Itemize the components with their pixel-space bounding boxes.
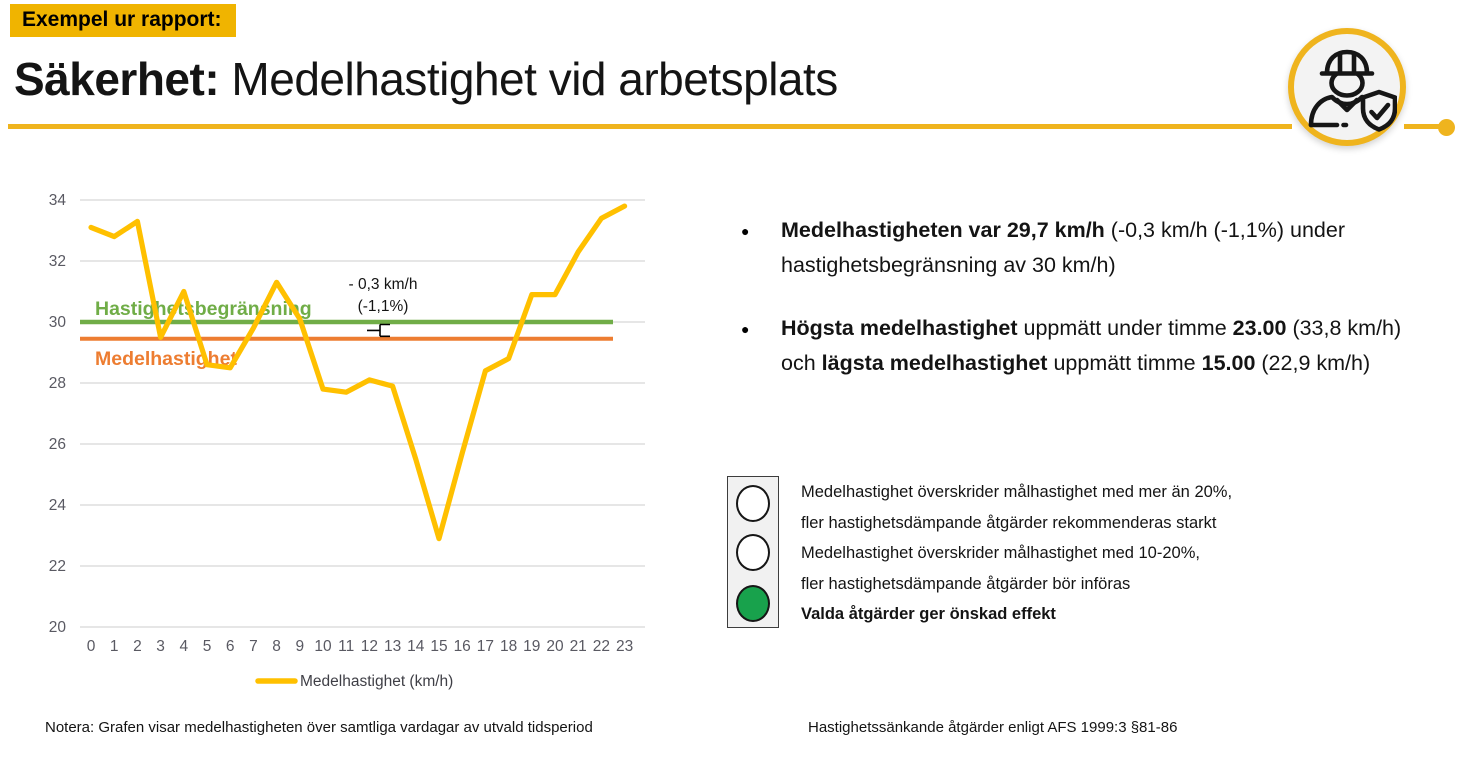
speed-chart: 20 22 24 26 28 30 32 34 0 1 2 3 4 5 6 7 8 9 10 11 12 13 14 15 16… [30, 185, 690, 710]
x-tick-label: 18 [500, 638, 517, 655]
bullet-item: ● Högsta medelhastighet uppmätt under tim… [741, 311, 1441, 381]
x-tick-label: 8 [272, 638, 281, 655]
traffic-light-rule-yellow: Medelhastighet överskrider målhastighet … [801, 544, 1200, 593]
legend-label: Medelhastighet (km/h) [300, 673, 453, 690]
speed-limit-label: Hastighetsbegränsning [95, 298, 312, 320]
page-title-bold: Säkerhet: [14, 53, 220, 105]
page-title-regular: Medelhastighet vid arbetsplats [219, 53, 838, 105]
safety-worker-icon [1288, 28, 1406, 146]
underline-end-dot [1438, 119, 1455, 136]
bullet-text: Medelhastigheten var 29,7 km/h (-0,3 km/… [781, 218, 1345, 277]
bullet-glyph: ● [741, 321, 750, 337]
traffic-light [727, 476, 779, 628]
x-tick-label: 9 [295, 638, 304, 655]
y-tick-label: 20 [49, 619, 67, 636]
traffic-light-rule-green: Valda åtgärder ger önskad effekt [801, 605, 1056, 623]
bullet-item: ● Medelhastigheten var 29,7 km/h (-0,3 km… [741, 213, 1441, 283]
y-tick-label: 26 [49, 436, 66, 453]
x-tick-label: 22 [593, 638, 610, 655]
worker-shield-icon [1308, 49, 1397, 132]
y-tick-label: 30 [49, 314, 67, 331]
traffic-light-rule-red: Medelhastighet överskrider målhastighet … [801, 483, 1233, 532]
x-tick-label: 19 [523, 638, 540, 655]
y-tick-label: 24 [49, 497, 67, 514]
x-tick-label: 2 [133, 638, 142, 655]
x-tick-label: 1 [110, 638, 119, 655]
traffic-light-legend: Medelhastighet överskrider målhastighet … [801, 477, 1421, 630]
x-tick-label: 4 [179, 638, 188, 655]
x-tick-label: 14 [407, 638, 425, 655]
page-title: Säkerhet: Medelhastighet vid arbetsplats [14, 52, 838, 106]
traffic-light-middle [736, 534, 770, 571]
x-tick-label: 11 [338, 638, 354, 655]
average-speed-series [88, 203, 628, 542]
difference-bracket [367, 323, 390, 338]
example-banner: Exempel ur rapport: [10, 4, 236, 37]
x-tick-label: 21 [570, 638, 587, 655]
x-tick-label: 20 [546, 638, 564, 655]
y-tick-label: 34 [49, 192, 67, 209]
bullet-list: ● Medelhastigheten var 29,7 km/h (-0,3 km… [741, 213, 1441, 409]
x-tick-label: 3 [156, 638, 165, 655]
chart-note: Notera: Grafen visar medelhastigheten öv… [45, 719, 593, 736]
x-tick-label: 0 [87, 638, 96, 655]
x-tick-label: 15 [430, 638, 447, 655]
x-tick-label: 5 [203, 638, 212, 655]
bullet-glyph: ● [741, 223, 750, 239]
x-tick-label: 7 [249, 638, 258, 655]
y-tick-label: 28 [49, 375, 66, 392]
title-underline-right [1404, 124, 1446, 129]
annotation-line1: - 0,3 km/h [349, 276, 418, 293]
x-tick-label: 17 [477, 638, 494, 655]
x-tick-label: 6 [226, 638, 235, 655]
x-tick-label: 12 [361, 638, 378, 655]
x-tick-label: 16 [454, 638, 471, 655]
reference-note: Hastighetssänkande åtgärder enligt AFS 1… [808, 719, 1178, 736]
x-tick-label: 10 [314, 638, 332, 655]
annotation-line2: (-1,1%) [358, 298, 409, 315]
x-tick-label: 23 [616, 638, 633, 655]
traffic-light-bottom-green [736, 585, 770, 622]
y-tick-label: 22 [49, 558, 66, 575]
y-tick-label: 32 [49, 253, 66, 270]
x-tick-label: 13 [384, 638, 401, 655]
traffic-light-top [736, 485, 770, 522]
title-underline [8, 124, 1292, 129]
bullet-text: Högsta medelhastighet uppmätt under timm… [781, 316, 1402, 375]
